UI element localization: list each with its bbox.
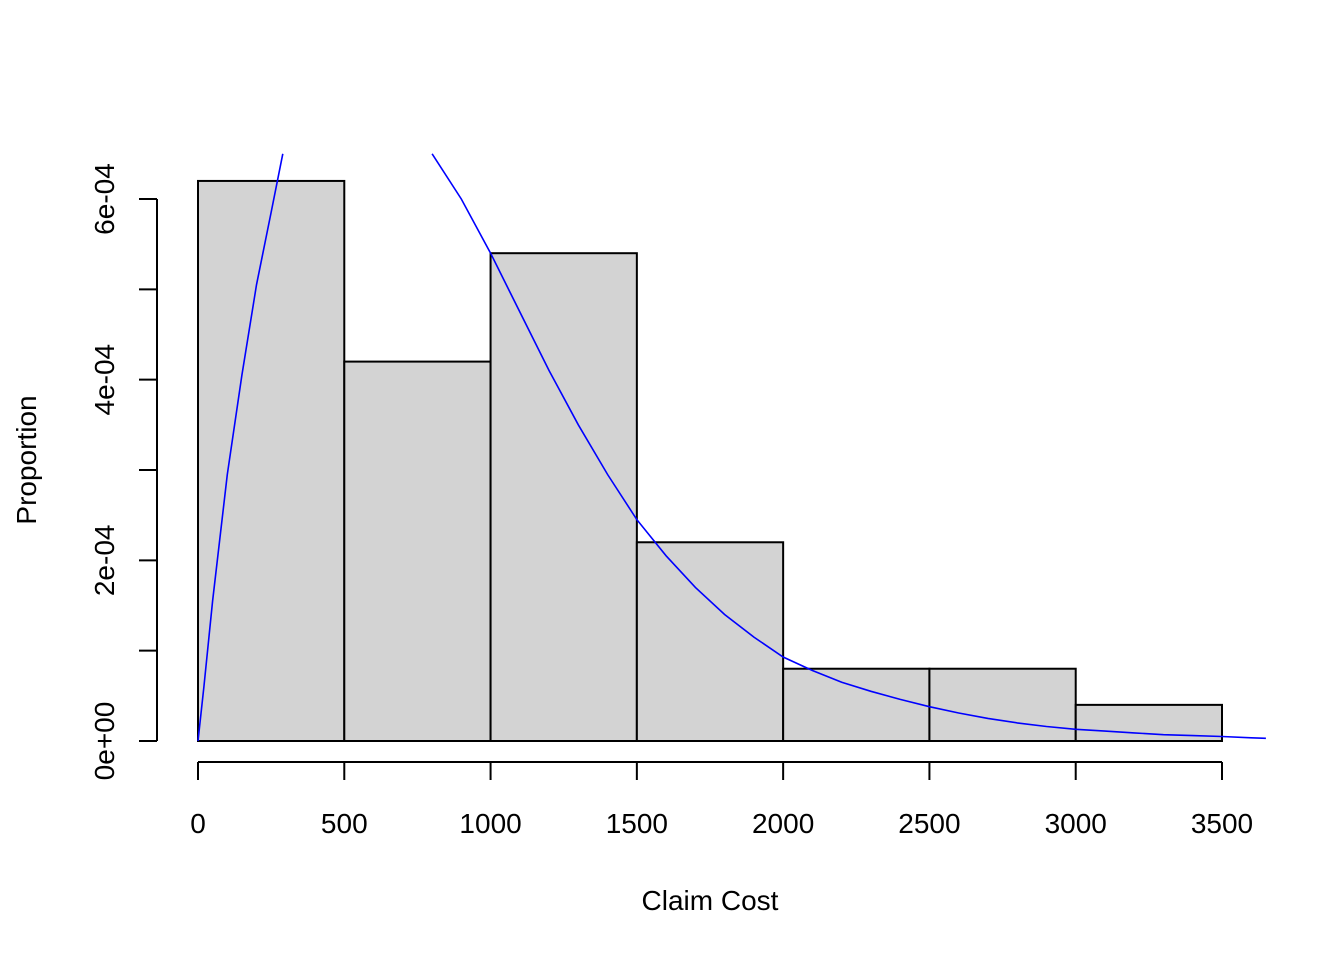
x-tick-label-3000: 3000	[1045, 808, 1107, 839]
x-tick-label-500: 500	[321, 808, 368, 839]
y-tick-label-6: 6e-04	[89, 163, 120, 235]
x-tick-label-1000: 1000	[459, 808, 521, 839]
histogram-bar-5	[782, 667, 931, 743]
x-axis-title: Claim Cost	[642, 885, 779, 916]
y-tick-label-2: 2e-04	[89, 525, 120, 597]
y-tick-label-4: 4e-04	[89, 344, 120, 416]
density-curve-layer	[197, 153, 1266, 742]
histogram-bar-6	[928, 667, 1077, 743]
y-axis: 0e+00 2e-04 4e-04 6e-04	[89, 163, 158, 781]
x-axis: 0 500 1000 1500 2000 2500 3000 3500	[190, 761, 1253, 839]
histogram-bar-4	[635, 541, 785, 742]
density-curve-segment-2	[431, 153, 1266, 740]
histogram-bar-1	[197, 179, 346, 742]
x-tick-label-2500: 2500	[898, 808, 960, 839]
histogram-bar-2	[343, 360, 492, 742]
density-curve-segment-1	[197, 153, 284, 742]
y-axis-title: Proportion	[11, 395, 42, 524]
x-tick-label-1500: 1500	[606, 808, 668, 839]
bars-layer	[197, 179, 1223, 743]
x-tick-label-3500: 3500	[1191, 808, 1253, 839]
histogram-bar-7	[1074, 703, 1223, 742]
x-tick-label-0: 0	[190, 808, 206, 839]
x-tick-label-2000: 2000	[752, 808, 814, 839]
histogram-bar-3	[489, 252, 638, 742]
y-tick-label-0: 0e+00	[89, 702, 120, 781]
